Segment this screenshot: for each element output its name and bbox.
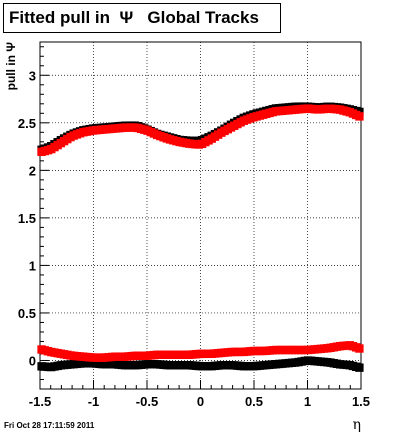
x-tick-label: -0.5 bbox=[136, 394, 158, 409]
y-tick-label: 1 bbox=[29, 258, 36, 273]
axis-ticks: -1.5 -1 -0.5 0 0.5 1 1.5 0 0.5 1 1.5 2 2.5 3 bbox=[18, 46, 370, 409]
x-tick-label: 0 bbox=[197, 394, 204, 409]
y-tick-label: 3 bbox=[29, 68, 36, 83]
x-tick-label: 1 bbox=[304, 394, 311, 409]
y-tick-label: 1.5 bbox=[18, 211, 36, 226]
x-tick-label: -1.5 bbox=[29, 394, 51, 409]
data-points bbox=[37, 102, 364, 372]
x-tick-label: 1.5 bbox=[352, 394, 370, 409]
data-point bbox=[355, 112, 364, 121]
grid-lines bbox=[40, 42, 361, 389]
x-axis-label: η bbox=[353, 417, 361, 433]
data-series-1 bbox=[37, 104, 364, 157]
data-point bbox=[355, 363, 364, 372]
y-tick-label: 2 bbox=[29, 163, 36, 178]
x-tick-label: 0.5 bbox=[245, 394, 263, 409]
data-point bbox=[355, 344, 364, 353]
y-tick-label: 0 bbox=[29, 353, 36, 368]
data-series-3 bbox=[37, 341, 364, 362]
y-axis-label: pull in Ψ bbox=[4, 42, 18, 91]
data-series-2 bbox=[37, 356, 364, 372]
x-tick-label: -1 bbox=[88, 394, 100, 409]
y-tick-label: 0.5 bbox=[18, 306, 36, 321]
chart-title: Fitted pull in Ψ Global Tracks bbox=[3, 3, 281, 33]
timestamp-footer: Fri Oct 28 17:11:59 2011 bbox=[4, 421, 95, 430]
y-tick-label: 2.5 bbox=[18, 116, 36, 131]
